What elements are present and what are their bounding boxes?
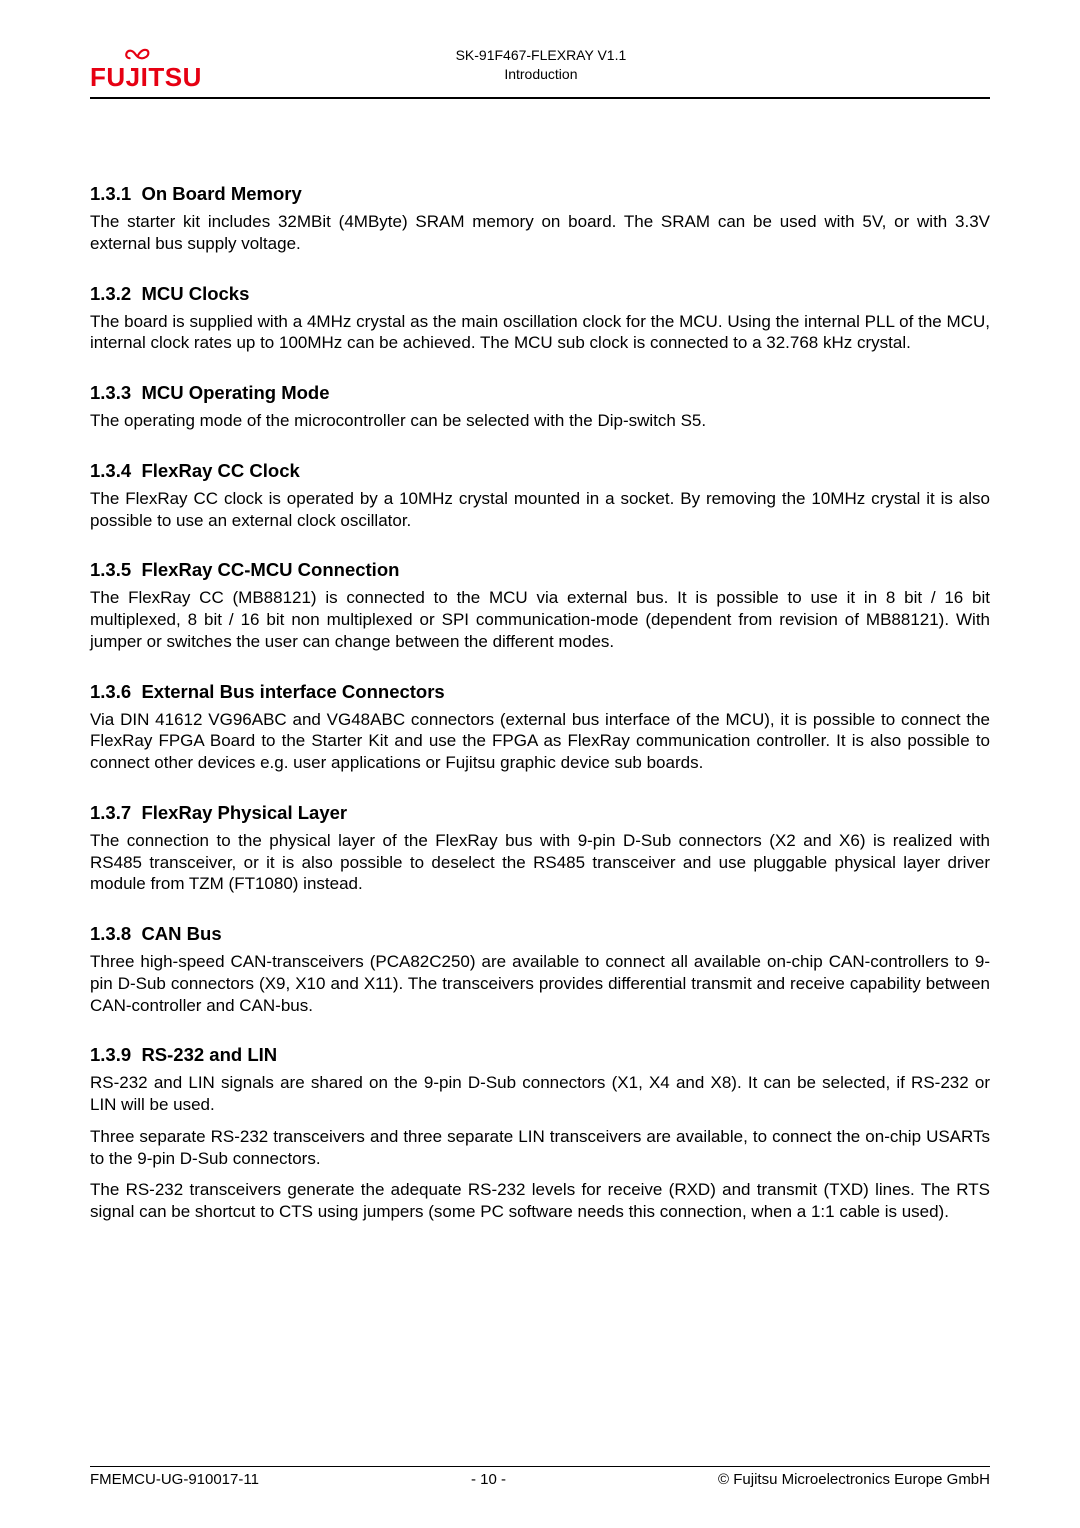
doc-title-line1: SK-91F467-FLEXRAY V1.1 xyxy=(202,46,880,65)
paragraph: The FlexRay CC clock is operated by a 10… xyxy=(90,488,990,532)
section-body: The starter kit includes 32MBit (4MByte)… xyxy=(90,211,990,255)
header-title: SK-91F467-FLEXRAY V1.1 Introduction xyxy=(202,40,880,84)
page-footer: FMEMCU-UG-910017-11 - 10 - © Fujitsu Mic… xyxy=(90,1466,990,1488)
infinity-icon xyxy=(124,40,152,68)
section-heading: 1.3.3 MCU Operating Mode xyxy=(90,382,990,404)
footer-center: - 10 - xyxy=(471,1471,506,1488)
section-number: 1.3.2 xyxy=(90,283,131,304)
paragraph: Via DIN 41612 VG96ABC and VG48ABC connec… xyxy=(90,709,990,774)
section-mcu-clocks: 1.3.2 MCU Clocks The board is supplied w… xyxy=(90,283,990,355)
section-title: MCU Clocks xyxy=(141,283,249,304)
section-title: MCU Operating Mode xyxy=(141,382,329,403)
paragraph: The connection to the physical layer of … xyxy=(90,830,990,895)
section-title: FlexRay CC Clock xyxy=(141,460,299,481)
section-flexray-cc-mcu-connection: 1.3.5 FlexRay CC-MCU Connection The Flex… xyxy=(90,559,990,652)
paragraph: The board is supplied with a 4MHz crysta… xyxy=(90,311,990,355)
section-heading: 1.3.5 FlexRay CC-MCU Connection xyxy=(90,559,990,581)
section-body: The FlexRay CC (MB88121) is connected to… xyxy=(90,587,990,652)
section-flexray-cc-clock: 1.3.4 FlexRay CC Clock The FlexRay CC cl… xyxy=(90,460,990,532)
section-title: On Board Memory xyxy=(141,183,301,204)
section-body: RS-232 and LIN signals are shared on the… xyxy=(90,1072,990,1223)
section-heading: 1.3.6 External Bus interface Connectors xyxy=(90,681,990,703)
section-number: 1.3.6 xyxy=(90,681,131,702)
footer-rule xyxy=(90,1466,990,1467)
section-title: FlexRay CC-MCU Connection xyxy=(141,559,399,580)
paragraph: RS-232 and LIN signals are shared on the… xyxy=(90,1072,990,1116)
section-number: 1.3.9 xyxy=(90,1044,131,1065)
footer-right: © Fujitsu Microelectronics Europe GmbH xyxy=(718,1471,990,1488)
section-number: 1.3.3 xyxy=(90,382,131,403)
section-heading: 1.3.1 On Board Memory xyxy=(90,183,990,205)
section-heading: 1.3.4 FlexRay CC Clock xyxy=(90,460,990,482)
page-header: FUJITSU SK-91F467-FLEXRAY V1.1 Introduct… xyxy=(90,40,990,93)
paragraph: The FlexRay CC (MB88121) is connected to… xyxy=(90,587,990,652)
page: FUJITSU SK-91F467-FLEXRAY V1.1 Introduct… xyxy=(0,0,1080,1291)
section-title: RS-232 and LIN xyxy=(141,1044,277,1065)
section-number: 1.3.4 xyxy=(90,460,131,481)
section-number: 1.3.8 xyxy=(90,923,131,944)
section-on-board-memory: 1.3.1 On Board Memory The starter kit in… xyxy=(90,183,990,255)
section-title: External Bus interface Connectors xyxy=(141,681,444,702)
paragraph: Three separate RS-232 transceivers and t… xyxy=(90,1126,990,1170)
section-body: The FlexRay CC clock is operated by a 10… xyxy=(90,488,990,532)
section-body: Via DIN 41612 VG96ABC and VG48ABC connec… xyxy=(90,709,990,774)
footer-left: FMEMCU-UG-910017-11 xyxy=(90,1471,259,1488)
section-flexray-physical-layer: 1.3.7 FlexRay Physical Layer The connect… xyxy=(90,802,990,895)
section-body: The board is supplied with a 4MHz crysta… xyxy=(90,311,990,355)
paragraph: The operating mode of the microcontrolle… xyxy=(90,410,990,432)
section-heading: 1.3.8 CAN Bus xyxy=(90,923,990,945)
section-heading: 1.3.9 RS-232 and LIN xyxy=(90,1044,990,1066)
section-mcu-operating-mode: 1.3.3 MCU Operating Mode The operating m… xyxy=(90,382,990,432)
section-heading: 1.3.2 MCU Clocks xyxy=(90,283,990,305)
section-body: Three high-speed CAN-transceivers (PCA82… xyxy=(90,951,990,1016)
section-number: 1.3.7 xyxy=(90,802,131,823)
section-body: The connection to the physical layer of … xyxy=(90,830,990,895)
header-underline xyxy=(90,97,990,99)
doc-title-line2: Introduction xyxy=(202,65,880,84)
paragraph: The RS-232 transceivers generate the ade… xyxy=(90,1179,990,1223)
section-heading: 1.3.7 FlexRay Physical Layer xyxy=(90,802,990,824)
section-number: 1.3.5 xyxy=(90,559,131,580)
footer-row: FMEMCU-UG-910017-11 - 10 - © Fujitsu Mic… xyxy=(90,1471,990,1488)
paragraph: The starter kit includes 32MBit (4MByte)… xyxy=(90,211,990,255)
section-rs232-and-lin: 1.3.9 RS-232 and LIN RS-232 and LIN sign… xyxy=(90,1044,990,1223)
fujitsu-logo: FUJITSU xyxy=(90,40,202,93)
section-title: FlexRay Physical Layer xyxy=(141,802,347,823)
section-body: The operating mode of the microcontrolle… xyxy=(90,410,990,432)
section-can-bus: 1.3.8 CAN Bus Three high-speed CAN-trans… xyxy=(90,923,990,1016)
section-title: CAN Bus xyxy=(141,923,221,944)
section-number: 1.3.1 xyxy=(90,183,131,204)
paragraph: Three high-speed CAN-transceivers (PCA82… xyxy=(90,951,990,1016)
section-external-bus-interface-connectors: 1.3.6 External Bus interface Connectors … xyxy=(90,681,990,774)
